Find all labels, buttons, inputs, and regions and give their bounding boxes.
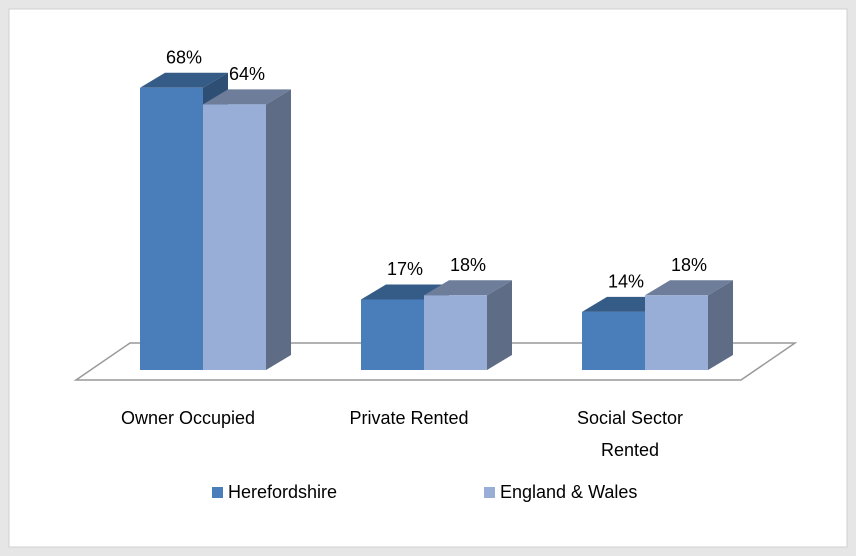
bar-side [487,280,512,370]
bar-side [708,280,733,370]
bar-top [203,89,291,105]
chart-panel [8,8,848,548]
bar-top [645,280,733,296]
bar-top [424,280,512,296]
value-label: 14% [608,272,644,292]
category-label: Social Sector Rented [576,408,684,460]
value-label: 17% [387,259,423,279]
bar [645,295,708,370]
legend-label: England & Wales [500,482,637,502]
bar-top [140,72,228,88]
value-label: 68% [166,48,202,68]
bar [361,299,424,370]
value-label: 18% [450,255,486,275]
bar [424,295,487,370]
bar [140,87,203,371]
category-label: Private Rented [349,408,469,428]
bar [203,104,266,371]
legend-label: Herefordshire [228,482,337,502]
legend-swatch [484,487,495,498]
value-label: 64% [229,64,265,84]
legend-swatch [212,487,223,498]
category-label: Owner Occupied [120,408,256,428]
value-label: 18% [671,255,707,275]
bar [582,311,645,370]
bar-side [266,89,291,371]
